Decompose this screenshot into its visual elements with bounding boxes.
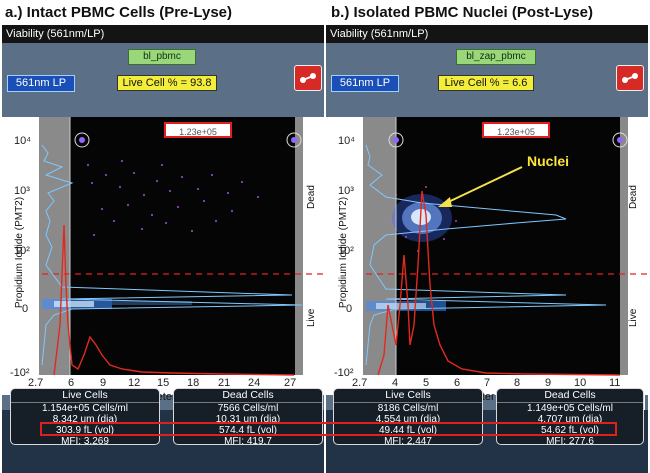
card-title: Dead Cells [497,389,643,403]
x-tick: 6 [68,377,75,389]
y-tick: 0 [22,303,29,315]
gate-shading-right [620,117,628,375]
gate-tool-button[interactable] [616,65,644,91]
x-tick: 2.7 [28,377,44,389]
plot-overlay-b [365,117,648,376]
live-cells-card-b: Live Cells 8186 Cells/ml 4.554 um (dia) … [333,388,483,447]
threshold-value-box: 1.23e+05 [164,122,232,138]
y-tick: 10² [14,245,30,257]
gate-tool-icon [622,73,638,83]
x-tick: 18 [187,377,200,389]
x-tick: 2.7 [352,377,368,389]
cell-mfi: MFI: 419.7 [224,436,272,447]
x-tick: 27 [284,377,297,389]
card-title: Live Cells [334,389,482,403]
x-tick: 24 [248,377,261,389]
nuclei-annotation: Nuclei [527,153,570,169]
window-title: Viability (561nm/LP) [326,25,648,43]
y-axis-title: Propidium Iodide (PMT2) [338,196,350,309]
dead-cells-card-a: Dead Cells 7566 Cells/ml 10.31 um (dia) … [173,388,323,447]
x-tick: 7 [484,377,491,389]
cell-count: 7566 Cells/ml [217,403,279,414]
y-tick: 0 [346,303,353,315]
cell-count: 1.149e+05 Cells/ml [527,403,613,414]
cell-mfi: MFI: 277.6 [546,436,594,447]
cell-diameter: 8.342 um (dia) [52,414,118,425]
panel-a-heading: a.) Intact PBMC Cells (Pre-Lyse) [5,4,232,21]
cell-diameter: 10.31 um (dia) [215,414,281,425]
y-tick: 10³ [338,185,354,197]
cell-volume: 49.44 fL (vol) [379,425,437,436]
gate-name-label: bl_zap_pbmc [456,49,536,65]
x-tick: 12 [128,377,141,389]
threshold-value-box: 1.23e+05 [482,122,550,138]
cell-mfi: MFI: 2.447 [384,436,432,447]
y-tick: -10² [10,367,30,379]
x-tick: 9 [545,377,552,389]
scatter-plot [70,117,295,375]
live-side-label: Live [628,308,639,327]
x-tick: 5 [423,377,430,389]
y-tick: 10² [338,245,354,257]
scatter-plot [396,117,620,375]
x-tick: 11 [609,377,621,389]
live-cells-card-a: Live Cells 1.154e+05 Cells/ml 8.342 um (… [10,388,160,447]
cell-volume: 54.62 fL (vol) [541,425,599,436]
cell-count: 1.154e+05 Cells/ml [42,403,128,414]
y-tick: 10³ [14,185,30,197]
window-title: Viability (561nm/LP) [2,25,324,43]
live-side-label: Live [306,308,317,327]
cell-diameter: 4.707 um (dia) [537,414,603,425]
dead-side-label: Dead [628,185,639,209]
cell-volume: 303.9 fL (vol) [56,425,114,436]
cell-diameter: 4.554 um (dia) [375,414,441,425]
diameter-highlight-box [40,422,617,436]
x-tick: 6 [454,377,461,389]
gate-shading-right [295,117,303,375]
live-cell-percent: Live Cell % = 6.6 [438,75,534,91]
x-tick: 21 [218,377,231,389]
x-tick: 9 [100,377,107,389]
cell-volume: 574.4 fL (vol) [219,425,277,436]
live-cell-percent: Live Cell % = 93.8 [117,75,217,91]
y-axis-title: Propidium Iodide (PMT2) [14,196,26,309]
x-tick: 8 [514,377,521,389]
laser-filter-button[interactable]: 561nm LP [331,75,399,92]
gate-name-label: bl_pbmc [128,49,196,65]
card-title: Dead Cells [174,389,322,403]
card-title: Live Cells [11,389,159,403]
cell-count: 8186 Cells/ml [377,403,439,414]
y-tick: -10² [334,367,354,379]
x-tick: 4 [392,377,399,389]
x-tick: 15 [157,377,170,389]
dead-cells-card-b: Dead Cells 1.149e+05 Cells/ml 4.707 um (… [496,388,644,447]
cell-mfi: MFI: 3.269 [61,436,109,447]
gate-tool-button[interactable] [294,65,322,91]
laser-filter-button[interactable]: 561nm LP [7,75,75,92]
x-tick: 10 [574,377,587,389]
panel-b-heading: b.) Isolated PBMC Nuclei (Post-Lyse) [331,4,593,21]
y-tick: 10⁴ [14,135,31,147]
dead-side-label: Dead [306,185,317,209]
gate-shading-left [363,117,396,375]
plot-overlay-a [41,117,324,376]
gate-tool-icon [300,73,316,83]
y-tick: 10⁴ [338,135,355,147]
